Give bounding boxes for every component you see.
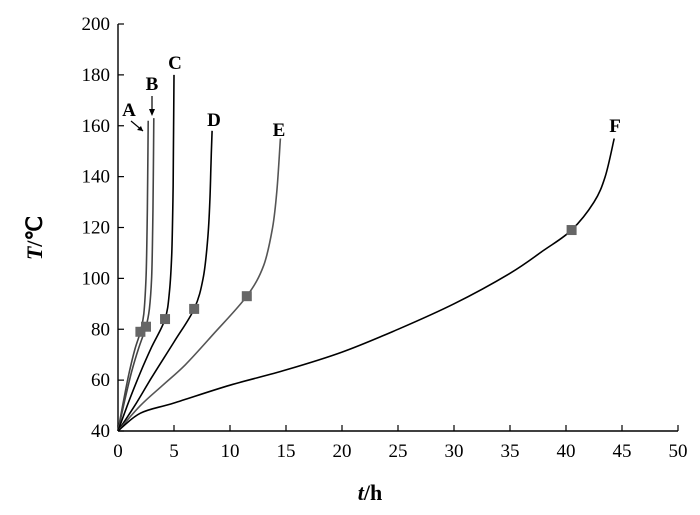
- y-tick-label: 80: [91, 319, 110, 340]
- marker-c: [160, 314, 171, 325]
- x-axis-title: t/h: [358, 480, 382, 505]
- x-tick-label: 45: [613, 441, 632, 462]
- x-tick-label: 15: [277, 441, 296, 462]
- y-ticks: 40 60 80 100 120 140 160 180 200: [82, 14, 124, 442]
- series-label-a: A: [122, 100, 136, 121]
- y-tick-label: 60: [91, 370, 110, 391]
- x-tick-label: 5: [169, 441, 179, 462]
- marker-d: [189, 303, 200, 314]
- marker-b: [141, 321, 151, 332]
- x-ticks: 0 5 10 15 20 25 30 35 40 45 50: [113, 425, 688, 462]
- y-tick-label: 120: [82, 218, 111, 239]
- y-tick-label: 40: [91, 421, 110, 442]
- x-tick-label: 35: [501, 441, 520, 462]
- series-line-d: [117, 130, 213, 432]
- series-line-c: [117, 74, 175, 432]
- series-line-e: [117, 138, 282, 432]
- marker-f: [566, 225, 577, 236]
- series-label-e: E: [273, 120, 286, 141]
- y-tick-label: 200: [82, 14, 111, 35]
- y-tick-label: 180: [82, 65, 111, 86]
- series-line-f: [117, 138, 615, 432]
- y-tick-label: 160: [82, 116, 111, 137]
- arrow-b-head: [149, 109, 155, 116]
- series-label-b: B: [146, 74, 159, 95]
- y-tick-label: 100: [82, 268, 111, 289]
- marker-a: [135, 326, 146, 337]
- arrow-a-head: [137, 126, 143, 131]
- axes: [117, 24, 678, 432]
- x-tick-label: 10: [221, 441, 240, 462]
- series-line-b: [117, 118, 155, 432]
- x-tick-label: 50: [669, 441, 688, 462]
- series-labels: ABC D E F: [122, 53, 621, 141]
- series-group: [117, 74, 615, 432]
- x-tick-label: 0: [113, 441, 123, 462]
- series-label-f: F: [609, 116, 621, 137]
- x-tick-label: 25: [389, 441, 408, 462]
- y-tick-label: 140: [82, 167, 111, 188]
- x-tick-label: 30: [445, 441, 464, 462]
- series-label-d: D: [207, 110, 221, 131]
- marker-e: [241, 291, 252, 302]
- y-axis-title: T/℃: [22, 216, 47, 260]
- x-tick-label: 40: [557, 441, 576, 462]
- x-tick-label: 20: [333, 441, 352, 462]
- series-label-c: C: [168, 53, 182, 74]
- series-line-a: [117, 120, 149, 432]
